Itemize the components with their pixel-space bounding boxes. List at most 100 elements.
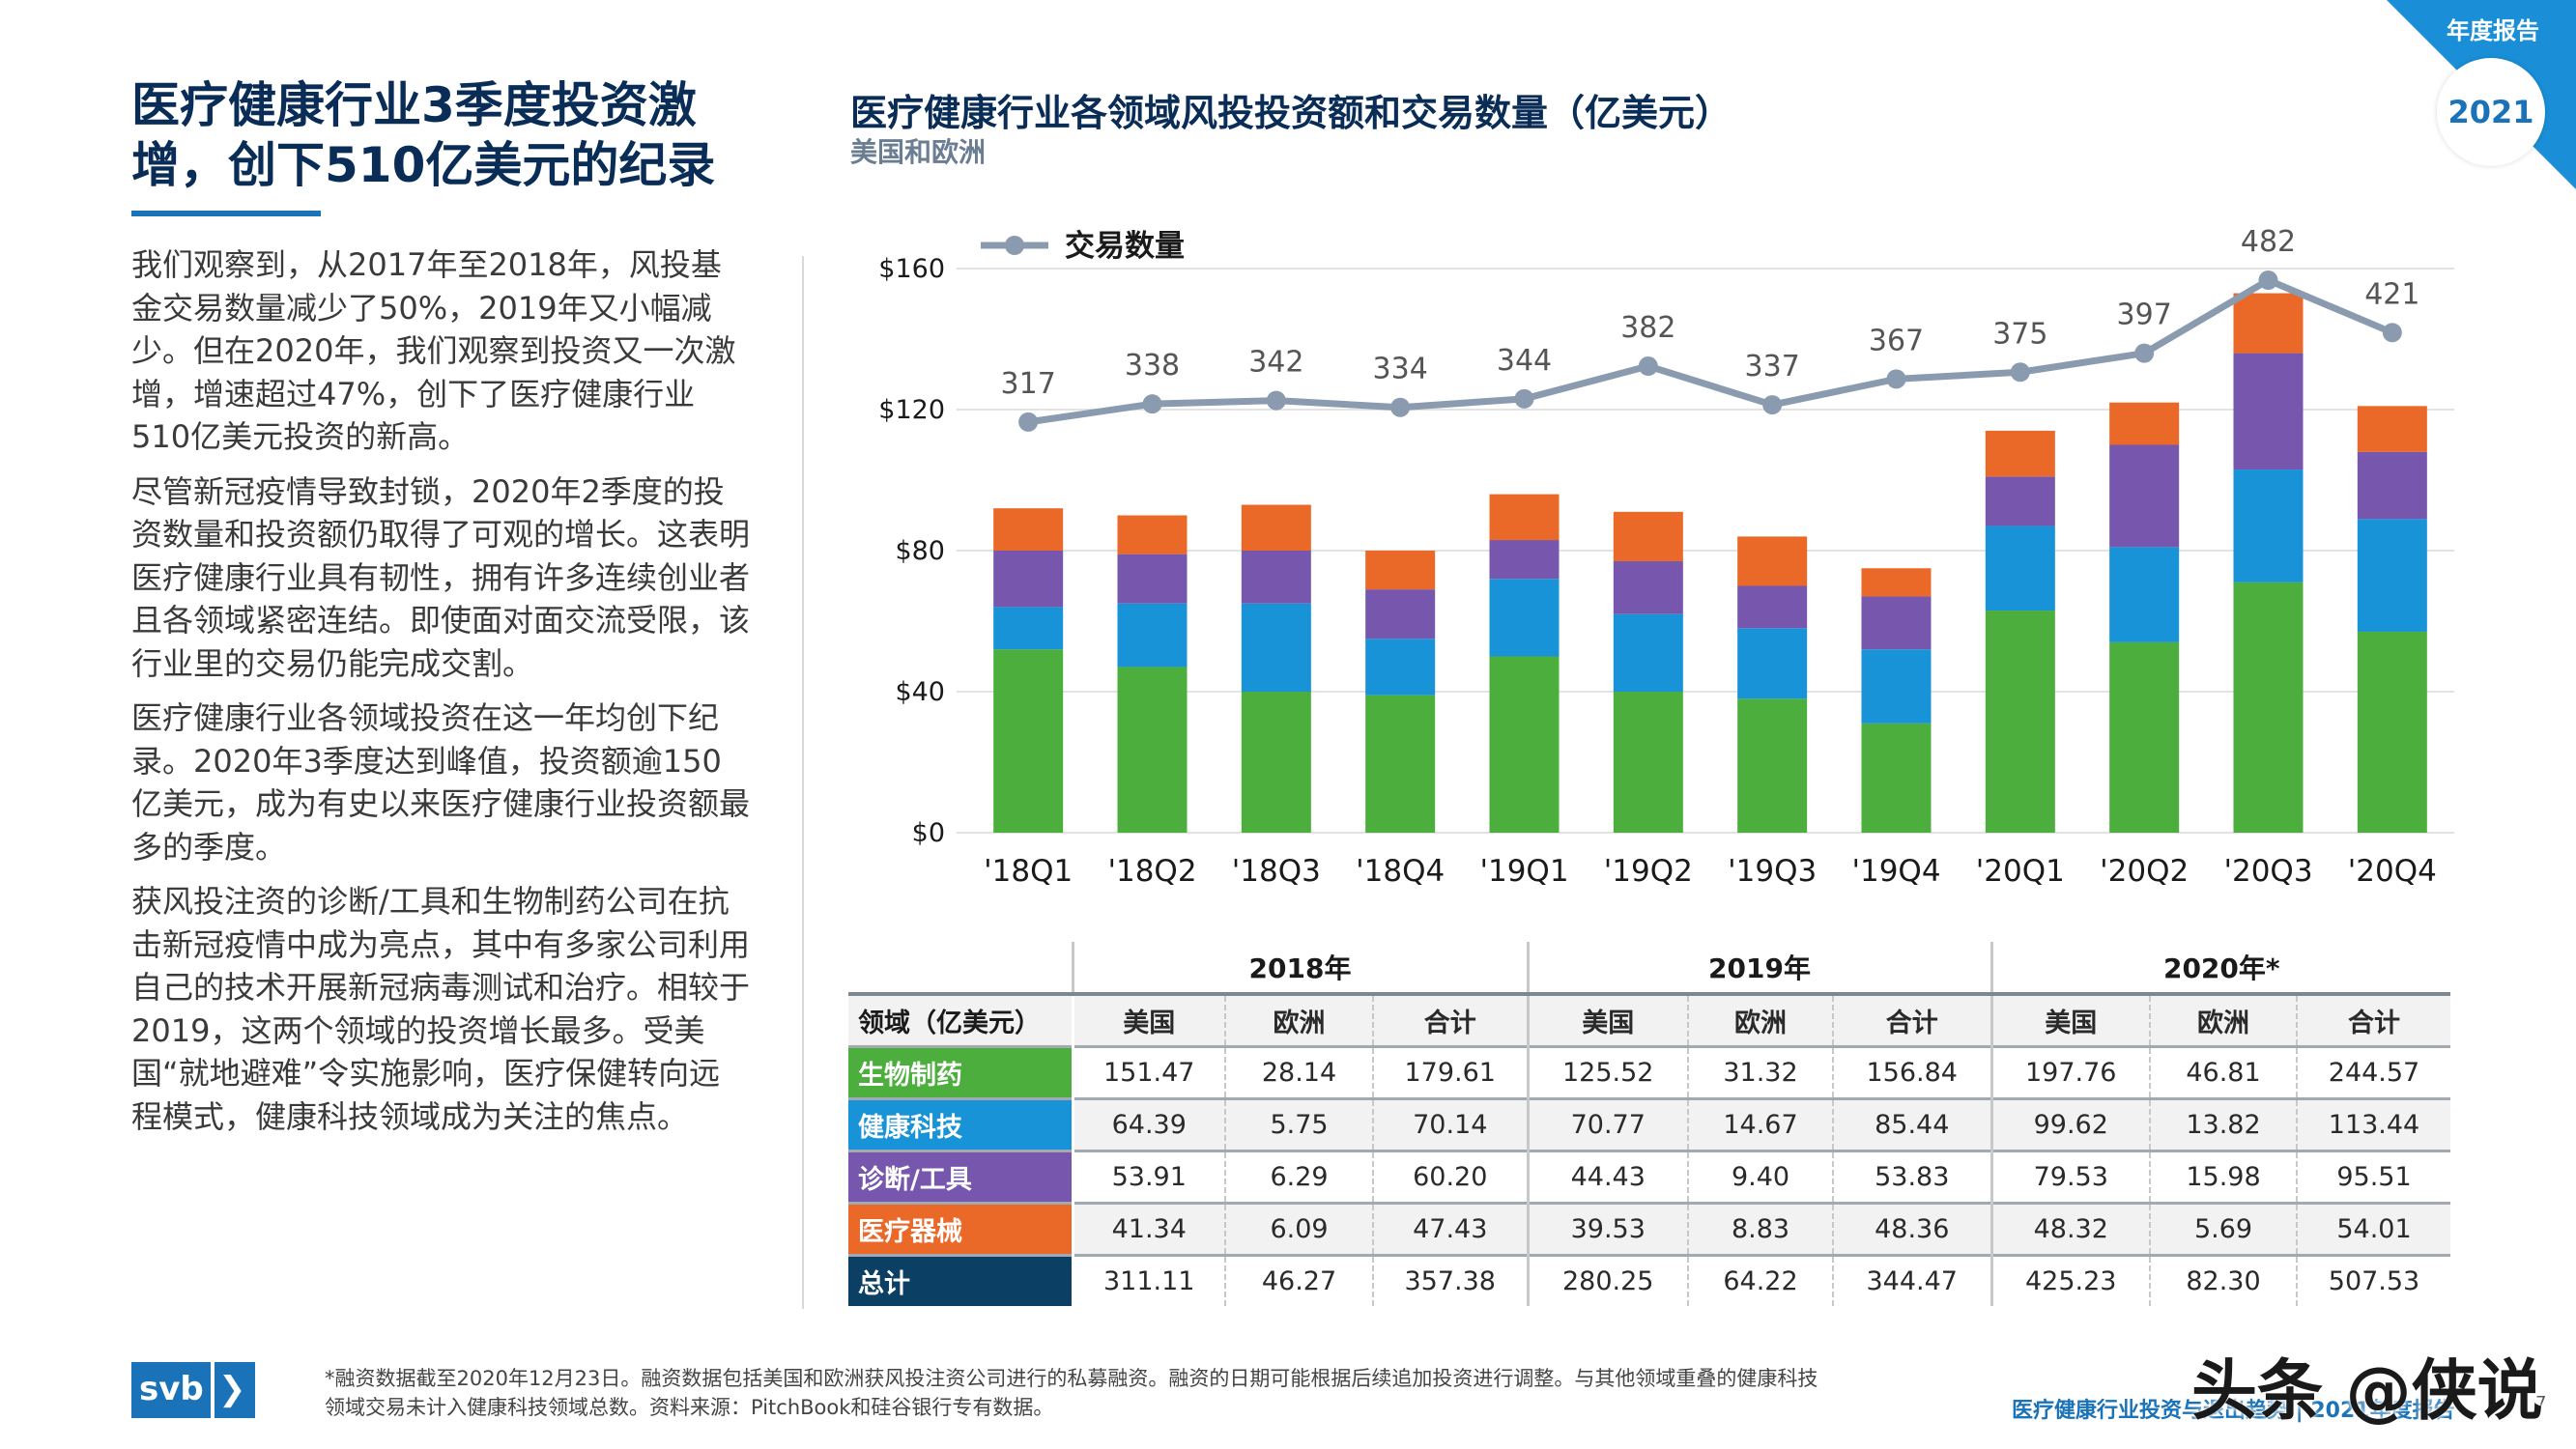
deal-count-point	[2010, 362, 2030, 383]
footnote: *融资数据截至2020年12月23日。融资数据包括美国和欧洲获风投注资公司进行的…	[325, 1367, 1818, 1419]
deal-count-label: 375	[1992, 317, 2047, 351]
bar-segment-device	[1365, 551, 1436, 590]
svb-logo: svb ❯	[131, 1362, 255, 1418]
bar-segment-dx_tools	[2109, 444, 2180, 548]
bar-segment-dx_tools	[1861, 596, 1932, 650]
col-total: 合计	[1832, 992, 1991, 1047]
watermark: 头条 @侠说	[2191, 1353, 2543, 1430]
paragraph-4: 获风投注资的诊断/工具和生物制药公司在抗击新冠疫情中成为亮点，其中有多家公司利用…	[131, 883, 751, 1135]
headline-line-2: 增，创下510亿美元的纪录	[131, 137, 716, 193]
x-tick-label: '19Q4	[1851, 854, 1940, 889]
table-cell: 48.32	[1989, 1202, 2150, 1256]
x-tick-label: '20Q4	[2348, 854, 2437, 889]
y-tick-label: $80	[895, 536, 945, 566]
bar-segment-device	[1613, 511, 1683, 561]
col-total: 合计	[1372, 992, 1528, 1047]
table-cell: 14.67	[1687, 1097, 1833, 1151]
table-year-2020: 2020年*	[1989, 942, 2451, 994]
deal-count-point	[1638, 356, 1658, 377]
table-cell: 53.83	[1832, 1150, 1991, 1204]
table-cell: 344.47	[1832, 1254, 1991, 1306]
table-cell: 280.25	[1526, 1254, 1688, 1306]
table-cell: 64.39	[1071, 1097, 1225, 1151]
row-label: 诊断/工具	[848, 1150, 1073, 1204]
bar-segment-dx_tools	[2357, 451, 2427, 520]
svb-logo-text: svb	[139, 1370, 204, 1408]
table-header-row: 领域（亿美元） 美国 欧洲 合计 美国 欧洲 合计 美国 欧洲 合计	[848, 992, 2451, 1047]
table-cell: 425.23	[1989, 1254, 2150, 1306]
deal-count-label: 382	[1620, 311, 1675, 345]
bar-segment-device	[2109, 402, 2180, 445]
table-body: 生物制药 151.47 28.14 179.61 125.52 31.32 156.84 19…	[848, 1045, 2451, 1306]
bar-segment-device	[993, 508, 1064, 551]
bar-segment-healthtech	[1365, 639, 1436, 696]
bar-segment-healthtech	[2233, 469, 2304, 582]
bar-segment-dx_tools	[1737, 585, 1808, 629]
chart-title: 医疗健康行业各领域风投投资额和交易数量（亿美元）	[850, 92, 1732, 134]
row-label: 生物制药	[848, 1045, 1073, 1099]
bar-segment-device	[1117, 515, 1188, 554]
bar-segment-healthtech	[1737, 628, 1808, 699]
table-cell: 197.76	[1989, 1045, 2150, 1099]
bar-segment-device	[2357, 406, 2427, 452]
table-cell: 15.98	[2149, 1150, 2297, 1204]
table-cell: 60.20	[1372, 1150, 1528, 1204]
x-tick-label: '19Q3	[1728, 854, 1817, 889]
deal-count-point	[1886, 369, 1906, 389]
bar-segment-dx_tools	[1489, 540, 1560, 580]
col-us: 美国	[1526, 992, 1688, 1047]
x-tick-label: '19Q2	[1604, 854, 1693, 889]
deal-count-label: 338	[1125, 349, 1180, 383]
deal-count-point	[2382, 323, 2402, 343]
table-cell: 46.81	[2149, 1045, 2297, 1099]
deal-count-label: 344	[1497, 344, 1552, 378]
row-label: 总计	[848, 1254, 1073, 1306]
table-year-2018: 2018年	[1071, 942, 1528, 994]
deal-count-line	[1027, 276, 2394, 426]
table-row-dx_tools: 诊断/工具 53.91 6.29 60.20 44.43 9.40 53.83 79.53 15…	[848, 1150, 2451, 1204]
col-us: 美国	[1071, 992, 1225, 1047]
table-cell: 9.40	[1687, 1150, 1833, 1204]
table-cell: 311.11	[1071, 1254, 1225, 1306]
headline: 医疗健康行业3季度投资激 增，创下510亿美元的纪录	[131, 75, 750, 195]
bar-segment-healthtech	[2357, 519, 2427, 632]
investment-chart: $0 $40 $80 $120 $160 '18Q1 '18Q2 '18Q3 '18Q4 '19Q…	[878, 225, 2454, 889]
paragraph-2: 尽管新冠疫情导致封锁，2020年2季度的投资数量和投资额仍取得了可观的增长。这表…	[131, 472, 751, 682]
table-cell: 5.75	[1224, 1097, 1373, 1151]
bar-segment-biopharma	[1985, 611, 2055, 833]
deal-count-point	[1390, 397, 1411, 417]
bar-segment-biopharma	[993, 649, 1064, 833]
table-cell: 6.09	[1224, 1202, 1373, 1256]
table-cell: 48.36	[1832, 1202, 1991, 1256]
table-cell: 179.61	[1372, 1045, 1528, 1099]
table-cell: 79.53	[1989, 1150, 2150, 1204]
bar-segment-device	[1489, 494, 1560, 541]
table-cell: 53.91	[1071, 1150, 1225, 1204]
bar-segment-biopharma	[2109, 641, 2180, 833]
deal-count-label: 337	[1745, 350, 1800, 384]
deal-count-label: 482	[2241, 225, 2296, 259]
bar-segment-device	[1985, 430, 2055, 477]
column-divider	[802, 256, 804, 1309]
table-cell: 357.38	[1372, 1254, 1528, 1306]
table-cell: 64.22	[1687, 1254, 1833, 1306]
corner-year-badge: 2021	[2437, 58, 2545, 166]
col-us: 美国	[1989, 992, 2150, 1047]
deal-count-point	[1142, 394, 1162, 414]
x-tick-label: '20Q3	[2223, 854, 2312, 889]
deal-count-label: 367	[1869, 324, 1924, 357]
table-cell: 70.77	[1526, 1097, 1688, 1151]
deal-count-point	[1762, 395, 1783, 415]
table-cell: 46.27	[1224, 1254, 1373, 1306]
bar-segment-biopharma	[1117, 667, 1188, 833]
table-cell: 70.14	[1372, 1097, 1528, 1151]
x-tick-label: '20Q2	[2100, 854, 2189, 889]
bar-segment-healthtech	[993, 607, 1064, 650]
bar-segment-device	[1241, 504, 1311, 551]
x-tick-label: '20Q1	[1976, 854, 2065, 889]
table-cell: 82.30	[2149, 1254, 2297, 1306]
table-cell: 41.34	[1071, 1202, 1225, 1256]
table-cell: 39.53	[1526, 1202, 1688, 1256]
table-cell: 31.32	[1687, 1045, 1833, 1099]
headline-underline	[131, 211, 321, 216]
